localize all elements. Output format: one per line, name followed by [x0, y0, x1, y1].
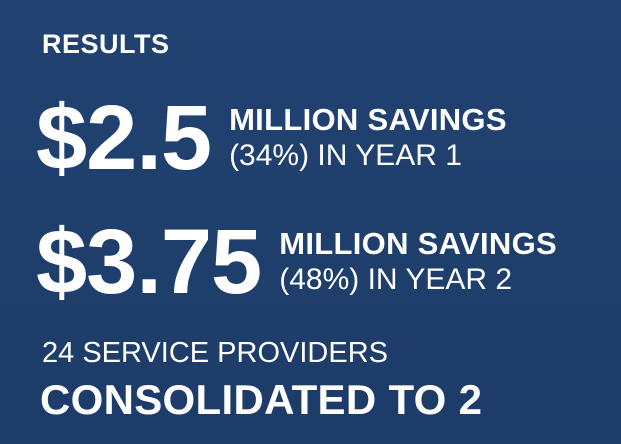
metric-label-light: (34%) IN YEAR 1	[229, 139, 462, 172]
metric-description: MILLION SAVINGS (34%) IN YEAR 1	[229, 102, 507, 174]
results-heading: RESULTS	[42, 29, 170, 59]
metric-label-strong: MILLION SAVINGS	[279, 226, 557, 261]
metric-value: $3.75	[36, 211, 262, 313]
metric-year-2: $3.75 MILLION SAVINGS (48%) IN YEAR 2	[36, 212, 557, 312]
metric-year-1: $2.5 MILLION SAVINGS (34%) IN YEAR 1	[36, 88, 507, 188]
metric-value: $2.5	[36, 87, 212, 189]
providers-headline: CONSOLIDATED TO 2	[40, 376, 483, 423]
metric-label-light: (48%) IN YEAR 2	[279, 263, 513, 296]
providers-line: 24 SERVICE PROVIDERS	[42, 337, 388, 369]
metric-description: MILLION SAVINGS (48%) IN YEAR 2	[279, 226, 557, 298]
metric-label-strong: MILLION SAVINGS	[229, 102, 507, 137]
